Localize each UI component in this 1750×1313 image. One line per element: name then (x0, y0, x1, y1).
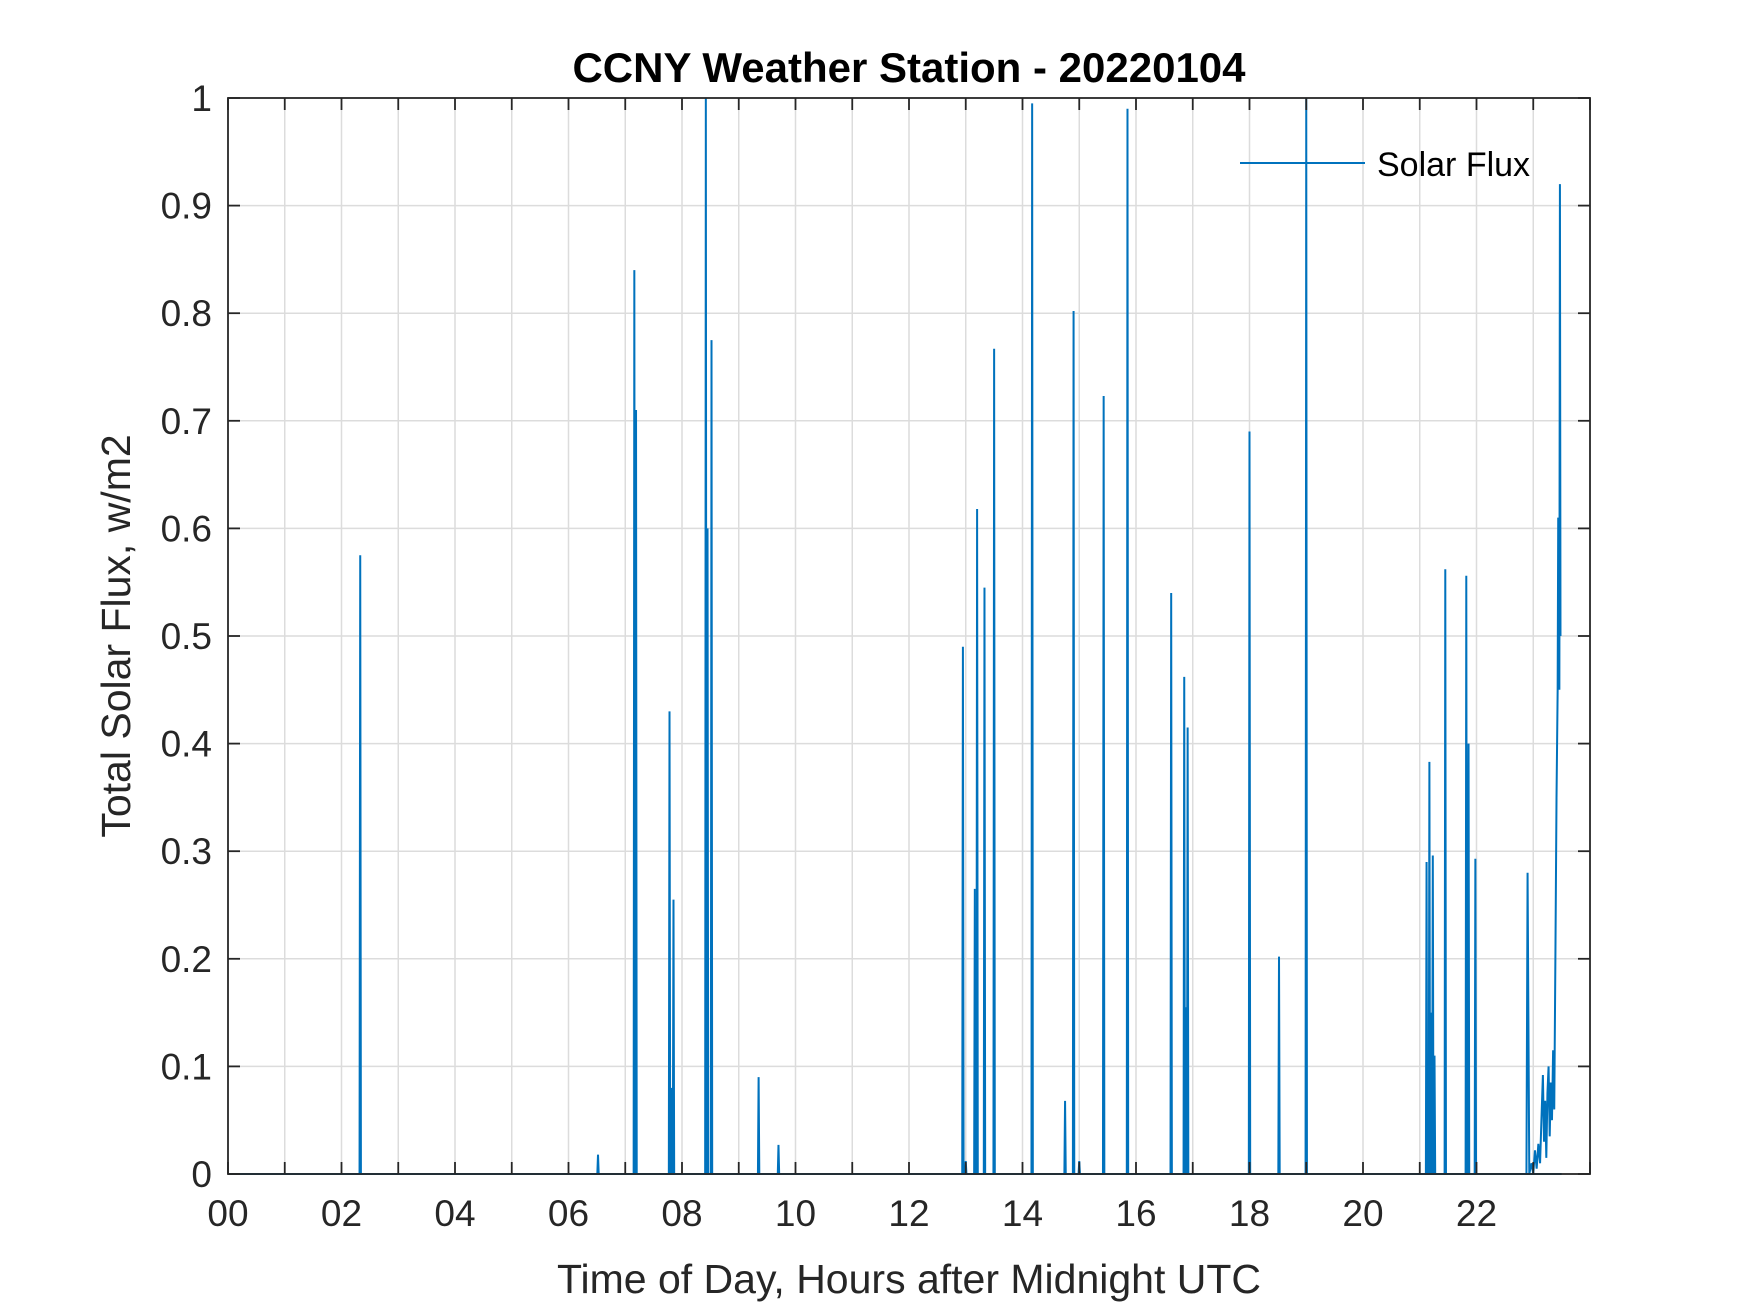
data-spike (1304, 97, 1308, 1175)
x-tick-labels: 00 02 04 06 08 10 12 14 16 18 20 22 (207, 1193, 1497, 1234)
data-spike (671, 899, 676, 1175)
y-tick-label: 0.4 (161, 724, 212, 765)
x-tick-label: 20 (1342, 1193, 1383, 1234)
data-spike (973, 888, 977, 1175)
data-spike (992, 348, 996, 1175)
x-tick-label: 16 (1115, 1193, 1156, 1234)
data-spike (1277, 956, 1281, 1175)
data-spike (1431, 855, 1435, 1175)
y-tick-label: 0.2 (161, 939, 212, 980)
data-spike (1182, 676, 1186, 1175)
data-spike (961, 646, 965, 1175)
legend: Solar Flux (1240, 146, 1530, 184)
x-tick-label: 06 (548, 1193, 589, 1234)
data-spike (709, 340, 714, 1175)
data-spike (1473, 858, 1478, 1175)
x-tick-label: 22 (1456, 1193, 1497, 1234)
y-tick-label: 0 (191, 1154, 212, 1195)
y-tick-label: 0.8 (161, 293, 212, 334)
data-spike (756, 1077, 761, 1175)
x-tick-label: 14 (1002, 1193, 1043, 1234)
x-axis-label: Time of Day, Hours after Midnight UTC (557, 1256, 1261, 1302)
chart-title: CCNY Weather Station - 20220104 (572, 44, 1246, 91)
data-spike (596, 1154, 600, 1175)
x-tick-label: 02 (321, 1193, 362, 1234)
x-tick-label: 18 (1229, 1193, 1270, 1234)
data-spike (1247, 431, 1252, 1175)
data-spike (1063, 1100, 1067, 1175)
data-spike (634, 410, 638, 1175)
data-spike (1432, 1055, 1437, 1175)
data-spike (1424, 861, 1429, 1175)
data-spike (1466, 743, 1471, 1175)
x-tick-label: 10 (775, 1193, 816, 1234)
legend-label: Solar Flux (1377, 146, 1530, 184)
x-tick-label: 00 (207, 1193, 248, 1234)
y-tick-label: 0.9 (161, 186, 212, 227)
axis-ticks (227, 97, 1591, 1175)
data-spike (1443, 569, 1447, 1175)
x-tick-label: 12 (888, 1193, 929, 1234)
data-spike (1030, 103, 1034, 1175)
data-spike (667, 711, 672, 1175)
data-spike (975, 509, 979, 1175)
x-tick-label: 04 (434, 1193, 475, 1234)
data-spike (776, 1144, 781, 1175)
data-spike (1427, 761, 1432, 1175)
data-spike (982, 587, 987, 1175)
data-spike (1169, 592, 1173, 1175)
data-spike (1101, 396, 1106, 1175)
data-spike (705, 528, 710, 1175)
y-tick-label: 1 (191, 78, 212, 119)
y-axis-label: Total Solar Flux, w/m2 (93, 434, 139, 837)
data-spike (358, 555, 362, 1175)
data-spike (1464, 575, 1468, 1175)
data-spike (1185, 727, 1190, 1175)
y-tick-label: 0.1 (161, 1046, 212, 1087)
y-tick-labels: 0 0.1 0.2 0.3 0.4 0.5 0.6 0.7 0.8 0.9 1 (161, 78, 212, 1195)
data-spike (1071, 311, 1076, 1175)
y-tick-label: 0.3 (161, 831, 212, 872)
data-spike (1125, 108, 1130, 1175)
x-tick-label: 08 (661, 1193, 702, 1234)
y-tick-label: 0.6 (161, 508, 212, 549)
y-tick-label: 0.5 (161, 616, 212, 657)
y-tick-label: 0.7 (161, 401, 212, 442)
